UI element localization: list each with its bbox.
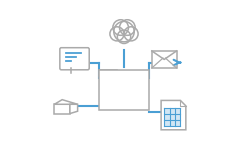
FancyBboxPatch shape — [164, 108, 180, 126]
Circle shape — [113, 20, 128, 35]
FancyBboxPatch shape — [99, 70, 149, 110]
Circle shape — [110, 27, 124, 41]
Polygon shape — [152, 51, 177, 68]
Circle shape — [124, 27, 138, 41]
FancyBboxPatch shape — [60, 48, 89, 70]
Polygon shape — [54, 104, 70, 114]
Circle shape — [114, 21, 134, 42]
Circle shape — [117, 30, 131, 44]
Polygon shape — [161, 100, 186, 130]
FancyBboxPatch shape — [99, 70, 117, 76]
Polygon shape — [70, 104, 78, 114]
Circle shape — [120, 20, 135, 35]
Polygon shape — [54, 100, 78, 104]
